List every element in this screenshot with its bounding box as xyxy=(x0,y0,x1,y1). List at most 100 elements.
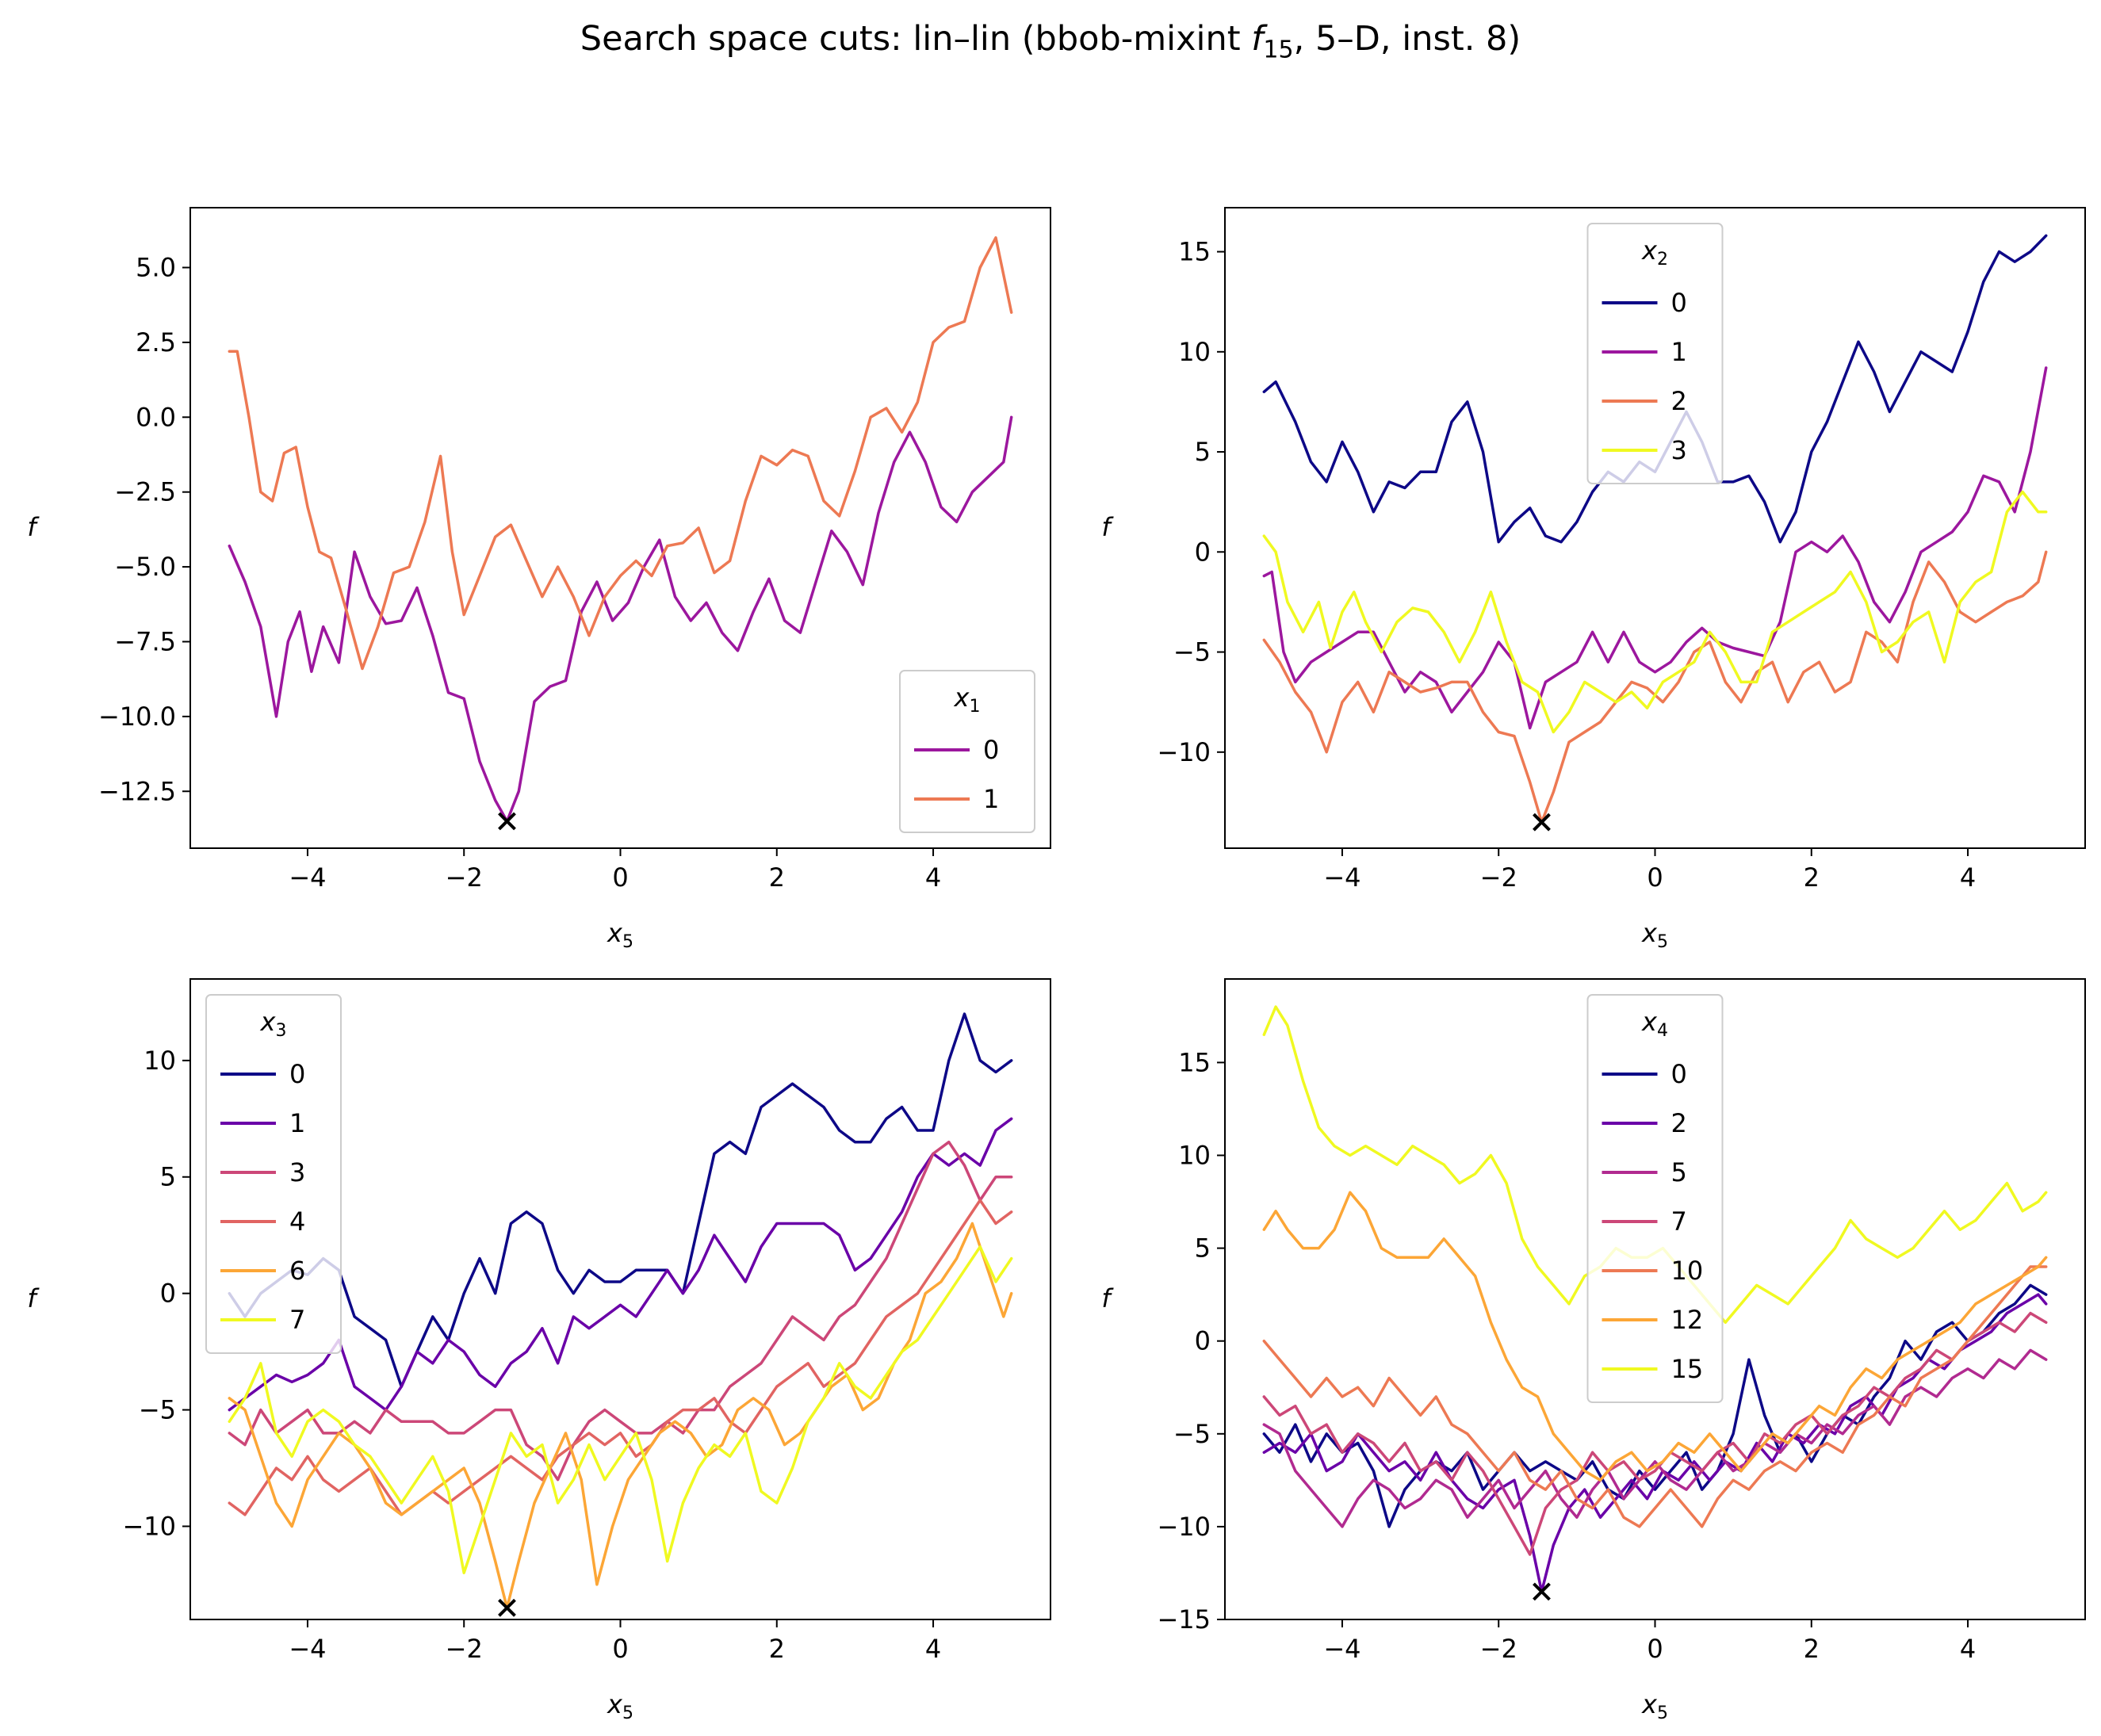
y-tick-label: 5 xyxy=(1195,1233,1211,1264)
legend-label: 0 xyxy=(1671,288,1687,318)
y-tick-label: 0 xyxy=(1195,1326,1211,1356)
optimum-marker xyxy=(1533,813,1551,832)
y-tick-label: 10 xyxy=(1178,337,1211,367)
y-tick-label: −5 xyxy=(1173,637,1211,667)
y-tick-label: 10 xyxy=(1178,1140,1211,1170)
y-tick-label: −5.0 xyxy=(114,552,176,582)
y-tick-label: 15 xyxy=(1178,1047,1211,1077)
y-axis-label: f xyxy=(1101,512,1114,542)
x-tick-label: 4 xyxy=(925,862,941,893)
series-group xyxy=(228,1012,1013,1610)
legend-label: 4 xyxy=(289,1206,305,1237)
y-tick-label: −15 xyxy=(1157,1604,1211,1635)
series-line-1 xyxy=(1262,366,2048,730)
legend: x40 2 5 7 10 12 15 xyxy=(1586,994,1724,1403)
x-tick-label: −2 xyxy=(1480,1634,1517,1664)
x-tick-label: 2 xyxy=(1804,862,1820,893)
series-line-10 xyxy=(1262,1265,2048,1528)
legend-label: 5 xyxy=(1671,1157,1687,1187)
y-tick-label: 5 xyxy=(1195,437,1211,467)
series-line-1 xyxy=(228,236,1013,671)
x-axis-label: x5 xyxy=(1641,1689,1668,1723)
legend-label: 1 xyxy=(983,784,999,814)
x-tick-label: −2 xyxy=(446,1634,483,1664)
y-tick-label: 0 xyxy=(1195,537,1211,567)
y-tick-label: 5 xyxy=(160,1162,176,1192)
legend-label: 12 xyxy=(1671,1305,1704,1335)
series-line-5 xyxy=(1262,1348,2048,1528)
y-tick-label: −7.5 xyxy=(114,626,176,656)
y-tick-label: −12.5 xyxy=(98,776,176,806)
series-line-7 xyxy=(1262,1311,2048,1556)
y-tick-label: −5 xyxy=(1173,1419,1211,1449)
y-tick-label: −10 xyxy=(1157,1512,1211,1542)
legend-box xyxy=(1586,994,1724,1403)
legend-title: x3 xyxy=(260,1007,287,1041)
x-tick-label: −4 xyxy=(289,862,326,893)
legend: x10 1 xyxy=(899,670,1035,833)
x-tick-label: 4 xyxy=(925,1634,941,1664)
title-suffix: , 5–D, inst. 8) xyxy=(1293,19,1521,59)
series-line-12 xyxy=(1262,1191,2048,1482)
legend-label: 15 xyxy=(1671,1354,1704,1384)
x-axis-label: x5 xyxy=(1641,918,1668,952)
figure-title: Search space cuts: lin–lin (bbob-mixint … xyxy=(0,19,2101,64)
legend-label: 0 xyxy=(289,1059,305,1089)
series-line-0 xyxy=(1262,1283,2048,1528)
y-tick-label: −10 xyxy=(122,1511,176,1541)
legend-title: x4 xyxy=(1641,1007,1668,1041)
x-tick-label: 0 xyxy=(1647,1634,1663,1664)
y-tick-label: −2.5 xyxy=(114,477,176,507)
series-line-0 xyxy=(228,415,1013,823)
y-axis-label: f xyxy=(27,1283,40,1313)
x-tick-label: 4 xyxy=(1960,862,1976,893)
title-func: f xyxy=(1251,19,1264,59)
legend: x30 1 3 4 6 7 xyxy=(205,994,342,1354)
x-tick-label: −2 xyxy=(446,862,483,893)
x-tick-label: 2 xyxy=(1804,1634,1820,1664)
legend-label: 2 xyxy=(1671,386,1687,416)
legend-label: 0 xyxy=(1671,1059,1687,1089)
x-tick-label: 0 xyxy=(612,862,628,893)
y-tick-label: 10 xyxy=(144,1046,176,1076)
legend-label: 1 xyxy=(1671,337,1687,367)
x-tick-label: 2 xyxy=(769,1634,785,1664)
x-tick-label: −4 xyxy=(289,1634,326,1664)
series-line-4 xyxy=(228,1199,1013,1516)
y-axis-label: f xyxy=(27,512,40,542)
legend-label: 10 xyxy=(1671,1256,1704,1286)
y-tick-label: 5.0 xyxy=(136,253,176,283)
series-line-6 xyxy=(228,1222,1013,1610)
x-tick-label: 0 xyxy=(1647,862,1663,893)
legend-title: x1 xyxy=(954,683,981,717)
legend-title: x2 xyxy=(1641,235,1668,270)
y-axis-label: f xyxy=(1101,1283,1114,1313)
legend-label: 6 xyxy=(289,1256,305,1286)
optimum-marker xyxy=(1533,1582,1551,1601)
series-line-1 xyxy=(228,1117,1013,1412)
x-tick-label: 2 xyxy=(769,862,785,893)
subplot-1: −4 −2 0 2 4 5.0 2.5 0.0 −2.5 −5.0 −7.5 −10.0 −12.5 x5… xyxy=(27,207,1051,952)
series-line-3 xyxy=(1262,490,2048,734)
title-prefix: Search space cuts: lin–lin (bbob-mixint xyxy=(580,19,1252,59)
x-tick-label: −4 xyxy=(1323,1634,1360,1664)
legend-label: 7 xyxy=(289,1305,305,1335)
legend: x20 1 2 3 xyxy=(1586,223,1724,484)
legend-label: 2 xyxy=(1671,1108,1687,1138)
series-line-0 xyxy=(228,1012,1013,1388)
legend-label: 3 xyxy=(289,1157,305,1187)
x-tick-label: −4 xyxy=(1323,862,1360,893)
y-tick-label: 0 xyxy=(160,1279,176,1309)
y-tick-label: 15 xyxy=(1178,237,1211,267)
series-line-2 xyxy=(1262,550,2048,824)
legend-label: 1 xyxy=(289,1108,305,1138)
series-group xyxy=(1262,1005,2048,1593)
series-line-3 xyxy=(228,1140,1013,1482)
legend-label: 0 xyxy=(983,735,999,765)
legend-label: 7 xyxy=(1671,1206,1687,1237)
y-tick-label: 2.5 xyxy=(136,327,176,358)
